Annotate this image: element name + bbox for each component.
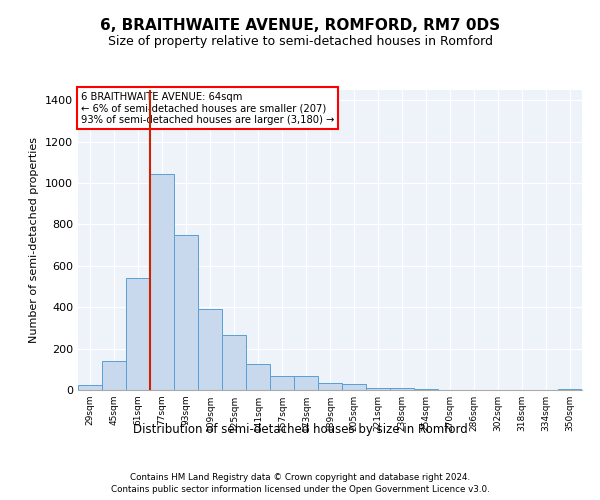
Bar bbox=[198, 310, 222, 390]
Bar bbox=[126, 278, 150, 390]
Bar bbox=[318, 383, 342, 390]
Text: Distribution of semi-detached houses by size in Romford: Distribution of semi-detached houses by … bbox=[133, 422, 467, 436]
Bar bbox=[174, 235, 198, 390]
Bar bbox=[414, 389, 438, 390]
Text: Contains public sector information licensed under the Open Government Licence v3: Contains public sector information licen… bbox=[110, 485, 490, 494]
Text: Size of property relative to semi-detached houses in Romford: Size of property relative to semi-detach… bbox=[107, 35, 493, 48]
Bar bbox=[102, 361, 126, 390]
Bar bbox=[366, 388, 390, 390]
Bar bbox=[558, 389, 582, 390]
Bar bbox=[222, 335, 246, 390]
Bar bbox=[246, 364, 270, 390]
Bar bbox=[294, 376, 318, 390]
Bar bbox=[270, 376, 294, 390]
Text: Contains HM Land Registry data © Crown copyright and database right 2024.: Contains HM Land Registry data © Crown c… bbox=[130, 472, 470, 482]
Bar bbox=[390, 388, 414, 390]
Y-axis label: Number of semi-detached properties: Number of semi-detached properties bbox=[29, 137, 40, 343]
Text: 6, BRAITHWAITE AVENUE, ROMFORD, RM7 0DS: 6, BRAITHWAITE AVENUE, ROMFORD, RM7 0DS bbox=[100, 18, 500, 32]
Bar bbox=[150, 174, 174, 390]
Bar bbox=[78, 385, 102, 390]
Text: 6 BRAITHWAITE AVENUE: 64sqm
← 6% of semi-detached houses are smaller (207)
93% o: 6 BRAITHWAITE AVENUE: 64sqm ← 6% of semi… bbox=[80, 92, 334, 124]
Bar bbox=[342, 384, 366, 390]
